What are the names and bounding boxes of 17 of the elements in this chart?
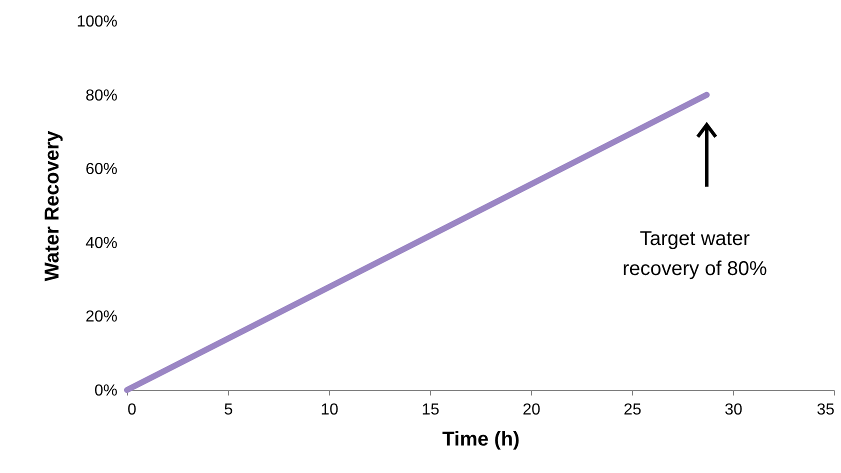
x-axis-title: Time (h) [442,428,520,450]
annotation: Target water recovery of 80% [622,228,768,280]
y-tick-label: 80% [85,87,118,104]
y-tick-label: 60% [85,161,118,178]
y-tick-label: 20% [85,308,118,326]
y-axis-title: Water Recovery [42,130,64,282]
x-tick-label: 10 [320,402,338,418]
x-tick-label: 15 [422,402,440,418]
x-tick-label: 20 [522,402,540,418]
x-tick-label: 0 [128,402,136,418]
x-tick-label: 30 [724,402,742,418]
y-tick-label: 40% [85,234,118,252]
x-tick-label: 25 [624,402,642,418]
y-tick-label: 100% [76,14,118,30]
y-tick-label: 0% [94,382,118,400]
x-tick-label: 35 [816,402,835,418]
x-tick-label: 5 [224,402,234,418]
